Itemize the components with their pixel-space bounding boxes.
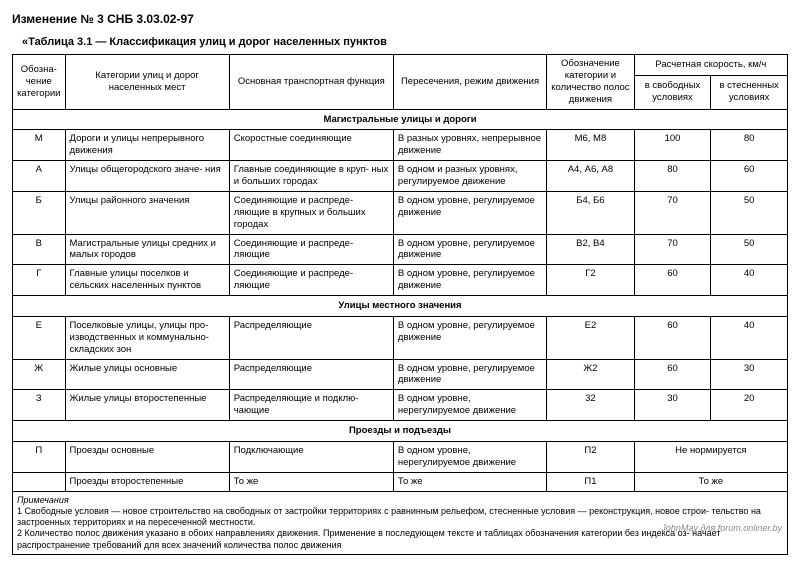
section-header: Магистральные улицы и дороги <box>13 109 788 130</box>
table-cell: П1 <box>547 472 635 491</box>
table-cell: Проезды второстепенные <box>65 472 229 491</box>
table-cell: 80 <box>634 161 711 192</box>
table-cell: 40 <box>711 316 788 359</box>
table-row: АУлицы общегородского значе- нияГлавные … <box>13 161 788 192</box>
table-cell: 100 <box>634 130 711 161</box>
table-cell: Распределяющие и подклю- чающие <box>229 390 393 421</box>
table-cell: 32 <box>547 390 635 421</box>
table-cell: Улицы районного значения <box>65 191 229 234</box>
table-cell: Г <box>13 265 66 296</box>
table-cell: А <box>13 161 66 192</box>
watermark: JohnMay для forum.onliner.by <box>661 523 782 533</box>
table-cell: М <box>13 130 66 161</box>
table-cell: Подключающие <box>229 441 393 472</box>
table-cell: В одном уровне, нерегулируемое движение <box>393 441 546 472</box>
hdr-speed-free: в свободных условиях <box>634 75 711 109</box>
table-cell: 50 <box>711 234 788 265</box>
table-cell: 30 <box>711 359 788 390</box>
table-cell: Б4, Б6 <box>547 191 635 234</box>
table-cell: М6, М8 <box>547 130 635 161</box>
table-cell: То же <box>229 472 393 491</box>
table-cell: 40 <box>711 265 788 296</box>
table-cell: То же <box>393 472 546 491</box>
table-cell: 60 <box>711 161 788 192</box>
hdr-category: Категории улиц и дорог населенных мест <box>65 55 229 110</box>
table-cell: В2, В4 <box>547 234 635 265</box>
table-cell: П2 <box>547 441 635 472</box>
classification-table: Обозна- чение категории Категории улиц и… <box>12 54 788 555</box>
table-cell: А4, А6, А8 <box>547 161 635 192</box>
table-cell: В одном уровне, регулируемое движение <box>393 316 546 359</box>
table-cell: 80 <box>711 130 788 161</box>
table-cell: 60 <box>634 316 711 359</box>
table-cell: Г2 <box>547 265 635 296</box>
table-cell: Распределяющие <box>229 316 393 359</box>
table-cell: Е2 <box>547 316 635 359</box>
table-row: ЗЖилые улицы второстепенныеРаспределяющи… <box>13 390 788 421</box>
hdr-intersections: Пересечения, режим движения <box>393 55 546 110</box>
table-cell: Поселковые улицы, улицы про- изводственн… <box>65 316 229 359</box>
table-row: ЖЖилые улицы основныеРаспределяющиеВ одн… <box>13 359 788 390</box>
table-cell: Не нормируется <box>634 441 787 472</box>
table-caption: «Таблица 3.1 — Классификация улиц и доро… <box>12 36 788 48</box>
table-cell: П <box>13 441 66 472</box>
table-cell: Ж2 <box>547 359 635 390</box>
table-cell: То же <box>634 472 787 491</box>
table-cell: 60 <box>634 265 711 296</box>
table-cell: В одном уровне, регулируемое движение <box>393 234 546 265</box>
table-cell: Жилые улицы второстепенные <box>65 390 229 421</box>
table-row: ВМагистральные улицы средних и малых гор… <box>13 234 788 265</box>
table-row: БУлицы районного значенияСоединяющие и р… <box>13 191 788 234</box>
table-cell: В одном уровне, нерегулируемое движение <box>393 390 546 421</box>
table-cell: 50 <box>711 191 788 234</box>
table-cell: В одном и разных уровнях, регулируемое д… <box>393 161 546 192</box>
table-cell: Соединяющие и распреде- ляющие <box>229 265 393 296</box>
table-row: Проезды второстепенныеТо жеТо жеП1То же <box>13 472 788 491</box>
table-cell: В <box>13 234 66 265</box>
hdr-designation: Обозначение категории и количество полос… <box>547 55 635 110</box>
table-cell: З <box>13 390 66 421</box>
table-row: ЕПоселковые улицы, улицы про- изводствен… <box>13 316 788 359</box>
hdr-code: Обозна- чение категории <box>13 55 66 110</box>
table-cell: Б <box>13 191 66 234</box>
hdr-speed-tight: в стесненных условиях <box>711 75 788 109</box>
table-cell: Ж <box>13 359 66 390</box>
hdr-speed-group: Расчетная скорость, км/ч <box>634 55 787 76</box>
doc-title: Изменение № 3 СНБ 3.03.02-97 <box>12 12 788 26</box>
table-row: ГГлавные улицы поселков и сельских насел… <box>13 265 788 296</box>
table-row: МДороги и улицы непрерывного движенияСко… <box>13 130 788 161</box>
table-cell: Скоростные соединяющие <box>229 130 393 161</box>
table-cell: В одном уровне, регулируемое движение <box>393 265 546 296</box>
table-cell: Улицы общегородского значе- ния <box>65 161 229 192</box>
table-cell: 70 <box>634 234 711 265</box>
table-cell: Соединяющие и распреде- ляющие в крупных… <box>229 191 393 234</box>
table-cell <box>13 472 66 491</box>
table-cell: Е <box>13 316 66 359</box>
table-cell: Соединяющие и распреде- ляющие <box>229 234 393 265</box>
table-cell: Дороги и улицы непрерывного движения <box>65 130 229 161</box>
table-cell: Главные улицы поселков и сельских населе… <box>65 265 229 296</box>
table-row: ППроезды основныеПодключающиеВ одном уро… <box>13 441 788 472</box>
table-cell: 20 <box>711 390 788 421</box>
table-cell: Магистральные улицы средних и малых горо… <box>65 234 229 265</box>
table-cell: В разных уровнях, непрерывное движение <box>393 130 546 161</box>
table-cell: 30 <box>634 390 711 421</box>
section-header: Проезды и подъезды <box>13 421 788 442</box>
table-cell: Главные соединяющие в круп- ных и больши… <box>229 161 393 192</box>
table-cell: Проезды основные <box>65 441 229 472</box>
section-header: Улицы местного значения <box>13 296 788 317</box>
table-cell: 60 <box>634 359 711 390</box>
table-cell: Жилые улицы основные <box>65 359 229 390</box>
table-cell: 70 <box>634 191 711 234</box>
table-cell: В одном уровне, регулируемое движение <box>393 191 546 234</box>
hdr-function: Основная транспортная функция <box>229 55 393 110</box>
table-cell: Распределяющие <box>229 359 393 390</box>
table-cell: В одном уровне, регулируемое движение <box>393 359 546 390</box>
